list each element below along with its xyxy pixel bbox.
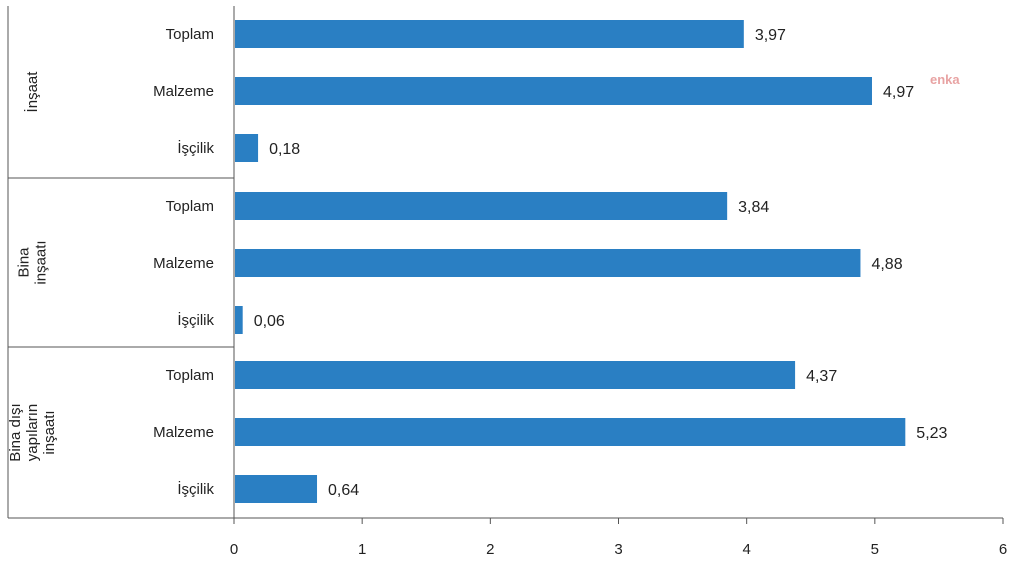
- watermark-text: enka: [930, 72, 960, 87]
- x-tick-label-5: 5: [871, 541, 879, 558]
- bar-1-1: [235, 249, 861, 277]
- bar-0-0: [235, 20, 744, 48]
- category-label: İşçilik: [177, 480, 214, 498]
- category-label: İşçilik: [177, 311, 214, 329]
- x-tick-label-1: 1: [358, 541, 366, 558]
- value-label: 4,97: [883, 84, 914, 101]
- group-label-1: Bina inşaatı: [16, 240, 50, 284]
- group-label-line: inşaatı: [41, 410, 58, 454]
- category-label: Toplam: [166, 26, 214, 43]
- group-label-2: Bina dışı yapıların inşaatı: [7, 403, 58, 461]
- group-label-line: İnşaat: [23, 71, 41, 113]
- value-label: 3,84: [738, 199, 769, 216]
- category-label: Malzeme: [153, 255, 214, 272]
- group-label-line: Bina: [16, 247, 33, 278]
- category-label: Toplam: [166, 367, 214, 384]
- category-label: Malzeme: [153, 424, 214, 441]
- value-label: 5,23: [916, 425, 947, 442]
- bar-0-2: [235, 134, 259, 162]
- bar-1-2: [235, 306, 243, 334]
- x-tick-label-4: 4: [742, 541, 750, 558]
- value-label: 0,18: [269, 141, 300, 158]
- bar-1-0: [235, 192, 728, 220]
- category-label: İşçilik: [177, 139, 214, 157]
- value-label: 4,88: [871, 256, 902, 273]
- group-label-0: İnşaat: [23, 71, 41, 113]
- bar-2-2: [235, 475, 318, 503]
- value-label: 3,97: [755, 27, 786, 44]
- x-tick-label-3: 3: [614, 541, 622, 558]
- bar-2-1: [235, 418, 906, 446]
- value-label: 0,06: [254, 313, 285, 330]
- group-label-line: yapıların: [24, 404, 41, 462]
- value-label: 0,64: [328, 482, 359, 499]
- group-label-line: Bina dışı: [7, 403, 24, 461]
- value-label: 4,37: [806, 368, 837, 385]
- x-tick-label-6: 6: [999, 541, 1007, 558]
- category-label: Toplam: [166, 198, 214, 215]
- category-label: Malzeme: [153, 83, 214, 100]
- bar-2-0: [235, 361, 796, 389]
- x-tick-label-2: 2: [486, 541, 494, 558]
- group-label-line: inşaatı: [33, 240, 50, 284]
- x-tick-label-0: 0: [230, 541, 238, 558]
- bar-0-1: [235, 77, 872, 105]
